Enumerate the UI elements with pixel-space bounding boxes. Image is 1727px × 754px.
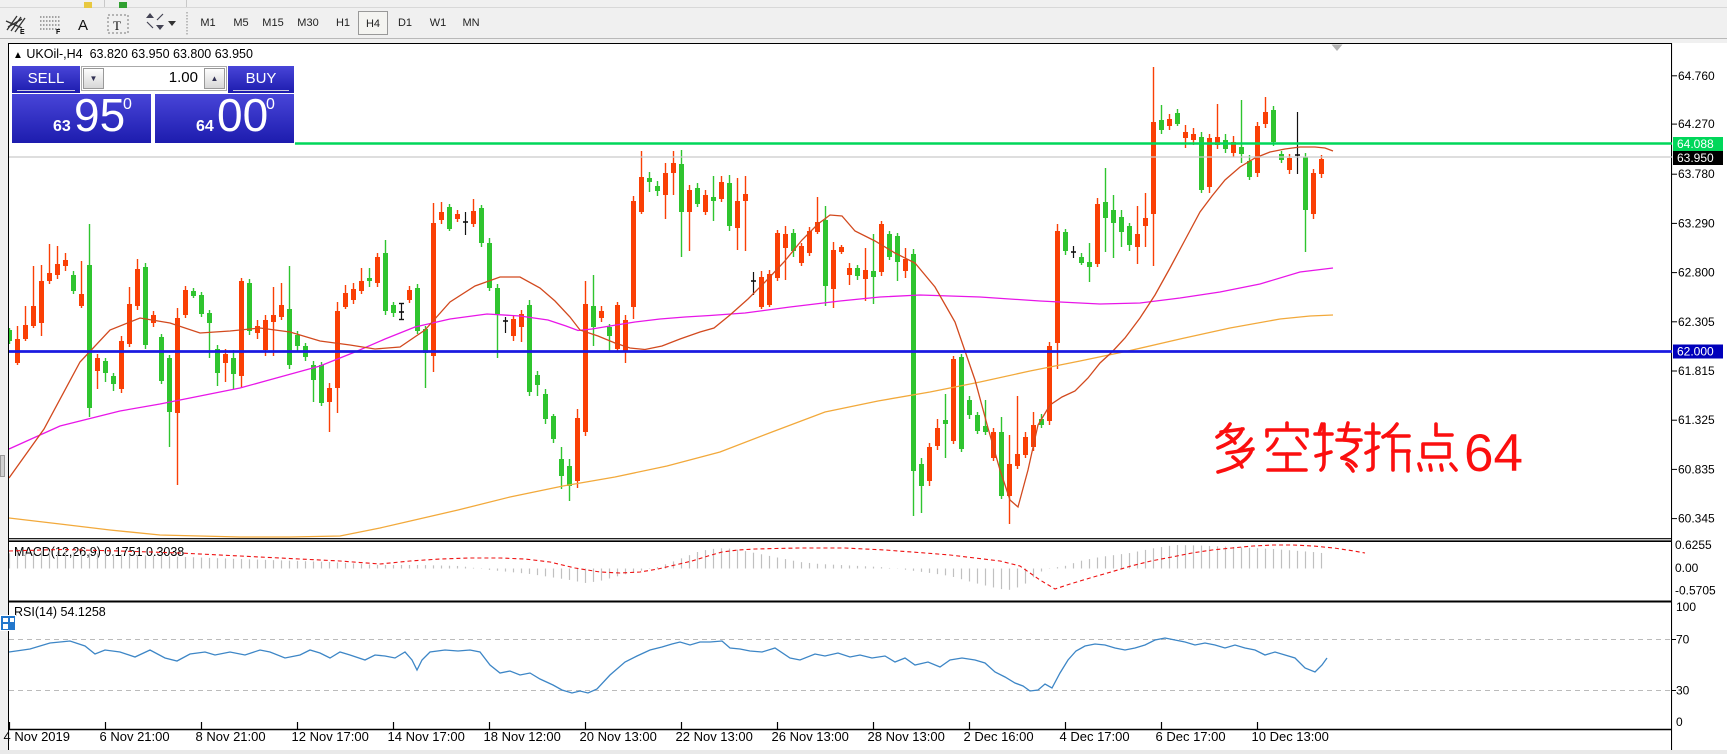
svg-text:18 Nov 12:00: 18 Nov 12:00 — [484, 729, 561, 744]
svg-text:60.835: 60.835 — [1678, 462, 1715, 476]
svg-text:8 Nov 21:00: 8 Nov 21:00 — [196, 729, 266, 744]
svg-text:E: E — [20, 29, 25, 36]
svg-text:100: 100 — [1676, 600, 1696, 614]
svg-text:-0.5705: -0.5705 — [1675, 584, 1716, 598]
svg-text:28 Nov 13:00: 28 Nov 13:00 — [868, 729, 945, 744]
svg-text:61.815: 61.815 — [1678, 364, 1715, 378]
svg-text:63.950: 63.950 — [1677, 151, 1714, 165]
svg-text:10 Dec 13:00: 10 Dec 13:00 — [1252, 729, 1329, 744]
svg-text:F: F — [56, 29, 61, 36]
svg-text:64: 64 — [1464, 424, 1523, 483]
svg-text:62.000: 62.000 — [1677, 345, 1714, 359]
svg-text:26 Nov 13:00: 26 Nov 13:00 — [772, 729, 849, 744]
svg-text:6 Dec 17:00: 6 Dec 17:00 — [1156, 729, 1226, 744]
svg-text:63.290: 63.290 — [1678, 216, 1715, 230]
svg-text:30: 30 — [1676, 684, 1690, 698]
svg-text:62.800: 62.800 — [1678, 266, 1715, 280]
svg-text:61.325: 61.325 — [1678, 413, 1715, 427]
svg-text:70: 70 — [1676, 633, 1690, 647]
svg-text:22 Nov 13:00: 22 Nov 13:00 — [676, 729, 753, 744]
svg-text:4 Nov 2019: 4 Nov 2019 — [4, 729, 71, 744]
svg-text:6 Nov 21:00: 6 Nov 21:00 — [100, 729, 170, 744]
svg-text:T: T — [113, 18, 121, 33]
svg-text:A: A — [78, 17, 88, 34]
svg-text:0: 0 — [1676, 715, 1683, 729]
svg-text:14 Nov 17:00: 14 Nov 17:00 — [388, 729, 465, 744]
svg-text:64.760: 64.760 — [1678, 69, 1715, 83]
svg-text:2 Dec 16:00: 2 Dec 16:00 — [964, 729, 1034, 744]
svg-text:4 Dec 17:00: 4 Dec 17:00 — [1060, 729, 1130, 744]
svg-text:64.088: 64.088 — [1677, 137, 1714, 151]
svg-text:60.345: 60.345 — [1678, 512, 1715, 526]
svg-text:20 Nov 13:00: 20 Nov 13:00 — [580, 729, 657, 744]
svg-text:0.00: 0.00 — [1675, 561, 1699, 575]
svg-text:0.6255: 0.6255 — [1675, 538, 1712, 552]
svg-text:64.270: 64.270 — [1678, 117, 1715, 131]
svg-text:62.305: 62.305 — [1678, 315, 1715, 329]
svg-text:63.780: 63.780 — [1678, 167, 1715, 181]
svg-text:12 Nov 17:00: 12 Nov 17:00 — [292, 729, 369, 744]
